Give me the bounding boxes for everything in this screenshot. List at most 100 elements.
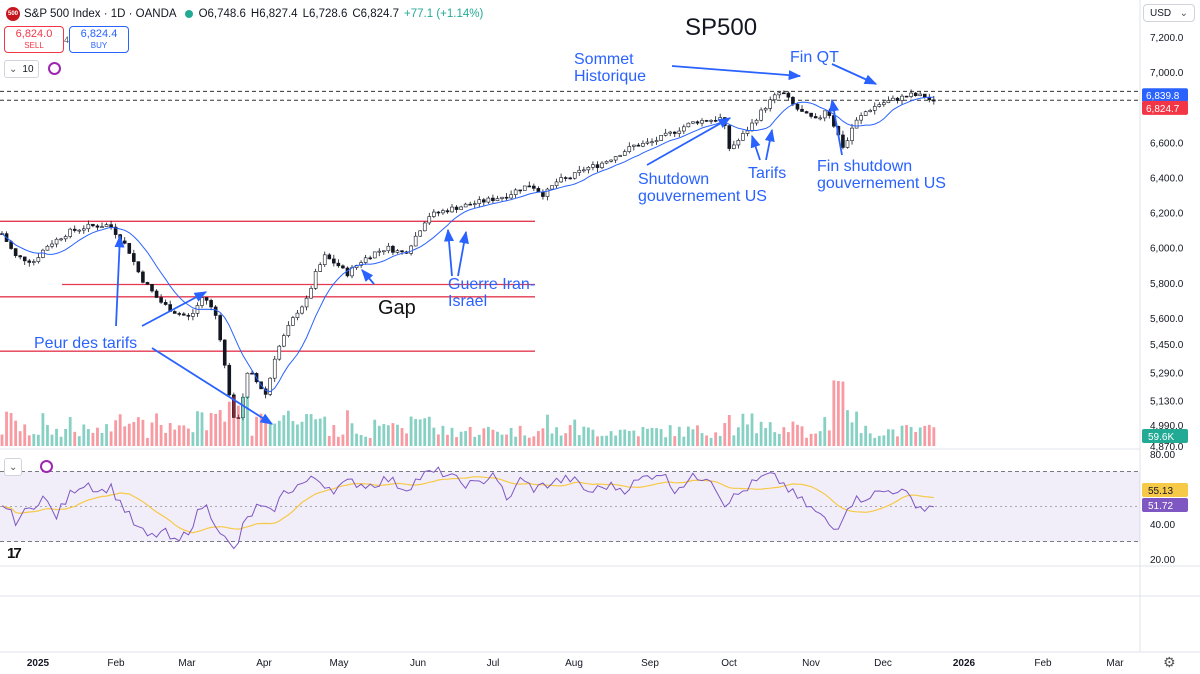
volume-bar: [441, 425, 445, 446]
volume-bar: [814, 433, 818, 446]
annotation-fin-shutdown-line2: gouvernement US: [817, 175, 946, 192]
volume-bar: [264, 422, 268, 446]
candle: [382, 250, 386, 253]
volume-bar: [700, 433, 704, 446]
y-tick-label: 6,400.0: [1150, 173, 1184, 184]
candle: [654, 140, 659, 143]
candle: [713, 120, 718, 122]
candle: [159, 297, 163, 303]
candle: [609, 159, 613, 162]
candle: [513, 189, 518, 195]
volume-bar: [136, 417, 140, 446]
volume-bar: [555, 427, 558, 446]
candle: [341, 265, 345, 269]
candle: [77, 229, 82, 232]
volume-bar: [573, 419, 577, 446]
rsi-collapse-chip[interactable]: ⌄: [4, 458, 23, 476]
volume-bar: [491, 429, 495, 446]
volume-bar: [9, 413, 13, 446]
indicator-settings-icon[interactable]: [48, 62, 61, 75]
candle: [495, 198, 500, 201]
volume-bar: [327, 436, 331, 446]
candle: [441, 210, 445, 214]
volume-bar: [600, 435, 604, 446]
candle: [927, 97, 932, 101]
volume-bar: [682, 436, 686, 446]
candle: [213, 306, 218, 316]
volume-bar: [464, 431, 468, 446]
buy-button[interactable]: 6,824.4 BUY: [69, 26, 129, 53]
volume-bar: [741, 413, 745, 446]
candle: [509, 194, 513, 199]
volume-bar: [918, 427, 922, 446]
candle: [845, 140, 850, 148]
candle: [122, 240, 127, 244]
candle: [336, 262, 341, 267]
y-tick-label: 5,130.0: [1150, 396, 1184, 407]
candle: [95, 225, 100, 228]
candle: [759, 109, 763, 121]
candle: [109, 224, 113, 228]
candle: [545, 188, 550, 197]
candle: [709, 120, 713, 122]
candle: [104, 224, 109, 227]
volume-bar: [614, 435, 618, 446]
volume-bar: [473, 436, 477, 446]
volume-bar: [546, 414, 549, 446]
candle: [745, 130, 750, 134]
volume-bar: [268, 423, 272, 446]
y-tick-label: 6,600.0: [1150, 138, 1184, 149]
symbol-title[interactable]: S&P 500 Index · 1D · OANDA: [24, 8, 177, 20]
gear-icon[interactable]: ⚙: [1163, 654, 1176, 670]
candle: [500, 196, 504, 199]
candle: [641, 143, 645, 147]
rsi-tick-label: 20.00: [1150, 555, 1175, 566]
candle: [413, 235, 418, 247]
candle: [632, 144, 636, 147]
volume-bar: [668, 425, 672, 446]
annotation-arrow: [457, 230, 469, 277]
currency-selector[interactable]: USD ⌄: [1143, 4, 1195, 22]
x-tick-label: Jun: [410, 658, 426, 669]
candle: [763, 108, 768, 111]
volume-bar: [336, 436, 340, 446]
volume-bar: [727, 415, 731, 446]
candle: [795, 103, 800, 110]
candle: [872, 106, 877, 111]
candle: [91, 223, 95, 227]
volume-bar: [23, 424, 27, 446]
volume-bar: [296, 424, 299, 446]
tradingview-logo: 17: [7, 545, 22, 562]
candle: [163, 302, 168, 305]
candle: [486, 197, 491, 203]
volume-bar: [323, 416, 327, 446]
candle: [504, 196, 509, 199]
x-tick-label: Feb: [1034, 658, 1052, 669]
volume-bar: [46, 425, 49, 446]
candle: [422, 222, 427, 232]
y-tick-label: 6,200.0: [1150, 209, 1184, 220]
x-tick-label: 2025: [27, 658, 50, 669]
candle: [900, 95, 904, 101]
volume-bar: [636, 436, 640, 446]
volume-bar: [109, 431, 113, 446]
volume-bar: [655, 428, 658, 446]
y-tick-label: 7,000.0: [1150, 68, 1184, 79]
candle: [141, 271, 145, 283]
rsi-settings-icon[interactable]: [40, 460, 53, 473]
volume-bar: [314, 419, 318, 446]
ma-indicator-chip[interactable]: ⌄ 10: [4, 60, 39, 78]
candle: [672, 131, 677, 134]
y-tick-label: 4,990.0: [1150, 421, 1184, 432]
candle: [154, 290, 159, 298]
candle: [854, 119, 859, 129]
volume-bar: [18, 431, 22, 446]
sell-button[interactable]: 6,824.0 SELL: [4, 26, 64, 53]
volume-bar: [300, 421, 304, 446]
volume-bar: [273, 423, 277, 446]
candle: [127, 243, 132, 254]
candle: [891, 97, 895, 101]
volume-bar: [455, 437, 458, 446]
volume-bar: [518, 425, 522, 446]
